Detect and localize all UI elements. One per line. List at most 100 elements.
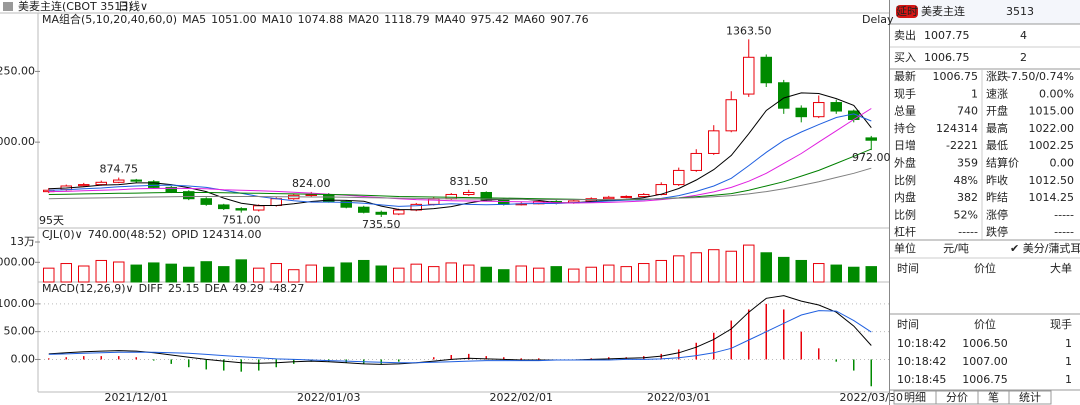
stat-label: 内盘 [894,190,916,204]
indicator-line [48,92,872,211]
candle-body [795,107,807,118]
candle-body [78,184,90,187]
unit-option[interactable]: ✔ 美分/蒲式耳 [1010,241,1080,255]
x-tick-label: 2022/03/01 [647,391,710,404]
volume-bar [620,266,632,283]
volume-bar [533,267,545,283]
tab[interactable]: 统计 [1019,391,1041,404]
tab[interactable]: 明细 [904,391,926,404]
tab[interactable]: 笔 [988,390,999,404]
volume-bar [690,252,702,283]
volume-bar [270,263,282,283]
candle-body [813,102,825,118]
volume-bar [638,263,650,283]
book-label: 买入 [894,51,916,64]
column-header: 大单 [1050,261,1072,275]
legend-title: MACD(12,26,9)∨ [42,282,134,295]
column-header: 时间 [897,318,919,331]
column-header: 价位 [974,317,996,331]
y-tick-label: 1000.00 [0,135,35,148]
x-tick-label: 2021/12/01 [105,391,168,404]
volume-bar [323,266,335,283]
low-label: 735.50 [362,218,401,231]
volume-bar [585,266,597,283]
volume-bar [43,267,55,283]
legend-value: 25.15 [168,282,200,295]
y-tick-label: 13万 [10,235,35,248]
stat-label: 开盘 [986,104,1008,118]
book-label: 卖出 [894,28,916,42]
candle-body [113,179,125,183]
volume-bar [200,261,212,283]
candle-body [358,206,370,213]
unit-value: 元/吨 [943,242,969,255]
column-header: 时间 [897,262,919,275]
volume-bar [498,269,510,283]
badge [896,5,918,18]
legend-value: 49.29 [232,282,264,295]
legend-name: DEA [204,282,227,295]
stat-label: 最新 [894,69,916,83]
instrument-code: 3513 [1006,5,1034,18]
indicator-line [48,148,872,201]
tab-frame[interactable] [1008,390,1052,405]
legend-title: MA组合(5,10,20,40,60,0) [42,12,177,26]
indicator-line [48,113,872,207]
stat-value: 1006.75 [933,70,979,83]
y-tick-label: 50.00 [4,325,36,338]
candle-body [183,191,195,200]
candle-body [690,152,702,171]
volume-bar [480,266,492,283]
stat-value: -7.50/0.74% [1007,70,1074,83]
candle-body [130,179,142,182]
legend-value: 1074.88 [298,13,344,26]
candle-body [673,169,685,186]
legend-value: OPID 124314.00 [171,228,261,241]
badge-text: 延时 [896,5,918,18]
candle-body [638,193,650,197]
trade-cell: 1007.00 [962,355,1008,368]
volume-bar [655,259,667,283]
candle-body [270,198,282,207]
candle-body [830,102,842,112]
volume-bar [550,266,562,283]
volume-bar [235,259,247,283]
legend-value: 907.76 [550,13,589,26]
candle-body [375,211,387,215]
stat-value: ----- [1054,208,1074,221]
candle-body [148,181,160,188]
volume-bar [148,262,160,283]
high-label: 874.75 [100,163,139,176]
volume-bar [603,264,615,283]
stat-value: 1012.50 [1029,174,1075,187]
volume-bar [130,264,142,283]
stat-value: 740 [957,105,978,118]
candle-body [445,193,457,200]
volume-bar [428,266,440,283]
stat-label: 最高 [986,121,1008,135]
indicator-line [48,108,872,204]
volume-bar [288,269,300,283]
volume-bar [708,249,720,283]
stat-value: 0.00% [1039,87,1074,100]
volume-bar [305,264,317,283]
tab[interactable]: 分价 [946,391,968,404]
candle-body [725,99,737,132]
volume-bar [568,268,580,283]
trade-cell: 10:18:42 [897,337,946,350]
instrument-name: 美麦主连 [921,5,965,18]
volume-bar [445,262,457,283]
app-icon [3,2,13,11]
period: 日线∨ [118,0,148,13]
stat-value: ----- [958,226,978,239]
volume-bar [725,250,737,283]
column-header: 价位 [974,261,996,275]
volume-bar [393,267,405,283]
candle-body [235,208,247,211]
legend-value: -48.27 [269,282,304,295]
legend-value: 975.42 [471,13,510,26]
legend-name: MA40 [435,13,466,26]
volume-bar [813,263,825,283]
stat-label: 涨跌 [986,69,1008,83]
